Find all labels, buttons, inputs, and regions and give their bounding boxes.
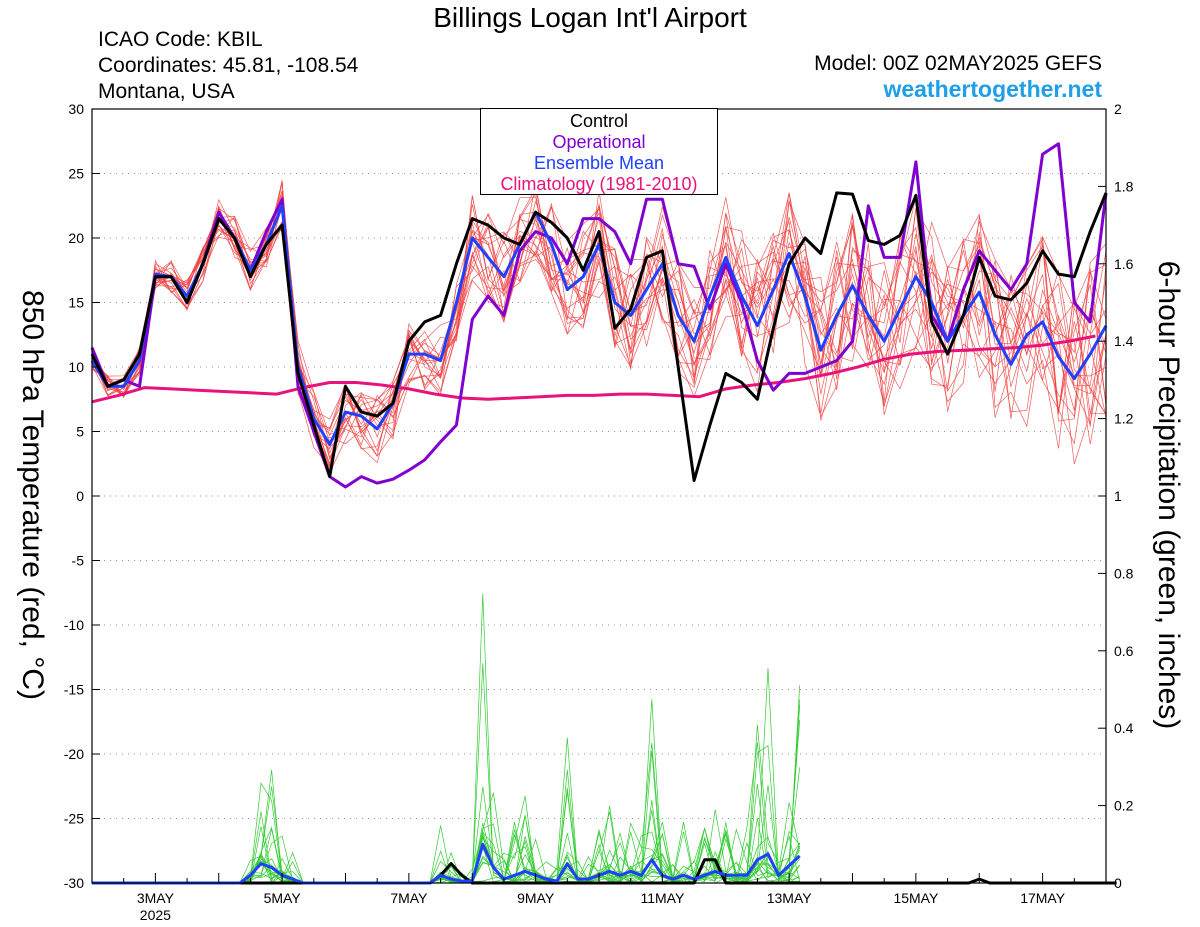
x-tick-label: 15MAY (893, 890, 939, 906)
y-tick-label-right: 0.2 (1114, 798, 1134, 814)
y-tick-label-left: 25 (68, 166, 84, 182)
climatology-line (91, 334, 1096, 404)
y-tick-label-left: 0 (76, 488, 84, 504)
y-tick-label-right: 2 (1114, 101, 1122, 117)
y-tick-label-right: 0.4 (1114, 720, 1134, 736)
legend-climatology: Climatology (1981-2010) (500, 174, 698, 194)
y-tick-label-left: -10 (64, 617, 84, 633)
ensemble-member-line (91, 204, 1107, 465)
x-tick-label: 5MAY (264, 890, 302, 906)
station-info: ICAO Code: KBIL Coordinates: 45.81, -108… (98, 27, 358, 105)
legend-ensemble-mean: Ensemble Mean (533, 153, 665, 173)
x-tick-label: 7MAY (390, 890, 428, 906)
grid-lines (92, 173, 1106, 819)
y-tick-label-right: 1.6 (1114, 256, 1134, 272)
precip-member-line (92, 750, 801, 884)
x-tick-label: 3MAY (137, 890, 175, 906)
legend: Control Operational Ensemble Mean Climat… (480, 108, 718, 195)
y-tick-label-left: -5 (72, 553, 85, 569)
y-tick-label-left: -25 (64, 811, 84, 827)
y-tick-label-left: -30 (64, 875, 84, 891)
plot-frame (91, 108, 1107, 884)
legend-control: Control (569, 111, 629, 131)
y-tick-label-right: 1 (1114, 488, 1122, 504)
y-tick-label-right: 1.2 (1114, 411, 1134, 427)
model-info: Model: 00Z 02MAY2025 GEFS (814, 52, 1102, 75)
operational-line (90, 142, 1108, 489)
ensemble-member-line (91, 192, 1107, 469)
icao-code: ICAO Code: KBIL (98, 28, 263, 51)
region: Montana, USA (98, 80, 235, 103)
x-tick-label: 11MAY (640, 890, 684, 906)
coordinates: Coordinates: 45.81, -108.54 (98, 54, 359, 77)
control-line (90, 191, 1108, 482)
left-axis-ticks: 30 25 20 15 10 5 0 -5 -10 -15 -20 -25 -30 (64, 101, 100, 891)
ensemble-member-line (91, 191, 1107, 437)
precip-member-line (92, 719, 801, 884)
x-tick-label: 17MAY (1020, 890, 1066, 906)
precip-members (92, 593, 801, 884)
x-tick-label: 13MAY (767, 890, 813, 906)
ensemble-member-line (91, 197, 1107, 449)
precip-member-line (92, 705, 801, 884)
y-tick-label-left: 5 (76, 424, 84, 440)
right-axis-ticks: 2 1.8 1.6 1.4 1.2 1 0.8 0.6 0.4 0.2 0 (1098, 101, 1134, 891)
y-tick-label-right: 1.4 (1114, 333, 1134, 349)
y-tick-label-left: 10 (68, 359, 84, 375)
ensemble-member-line (91, 190, 1107, 439)
ensemble-members (91, 180, 1107, 474)
y-tick-label-left: -20 (64, 746, 84, 762)
x-tick-label: 9MAY (517, 890, 555, 906)
ensemble-member-line (91, 184, 1107, 445)
y-tick-label-right: 0.8 (1114, 565, 1134, 581)
ensemble-member-line (91, 203, 1107, 459)
ensemble-member-line (91, 180, 1107, 474)
precip-member-line (92, 699, 801, 884)
y-tick-label-left: -15 (64, 682, 84, 698)
precip-member-line (92, 663, 801, 884)
y-tick-label-right: 0.6 (1114, 643, 1134, 659)
y-tick-label-left: 20 (68, 230, 84, 246)
x-tick-sublabel: 2025 (140, 907, 171, 923)
y-tick-label-right: 1.8 (1114, 178, 1134, 194)
precip-member-line (92, 593, 800, 884)
y-tick-label-left: 30 (68, 101, 84, 117)
site-link[interactable]: weathertogether.net (883, 76, 1102, 102)
y-tick-label-left: 15 (68, 295, 84, 311)
legend-operational: Operational (552, 132, 646, 152)
chart-title: Billings Logan Int'l Airport (433, 2, 747, 33)
y-axis-right-label: 6-hour Precipitation (green, inches) (1152, 260, 1185, 730)
y-axis-left-label: 850 hPa Temperature (red, °C) (16, 290, 49, 700)
y-tick-label-right: 0 (1114, 875, 1122, 891)
